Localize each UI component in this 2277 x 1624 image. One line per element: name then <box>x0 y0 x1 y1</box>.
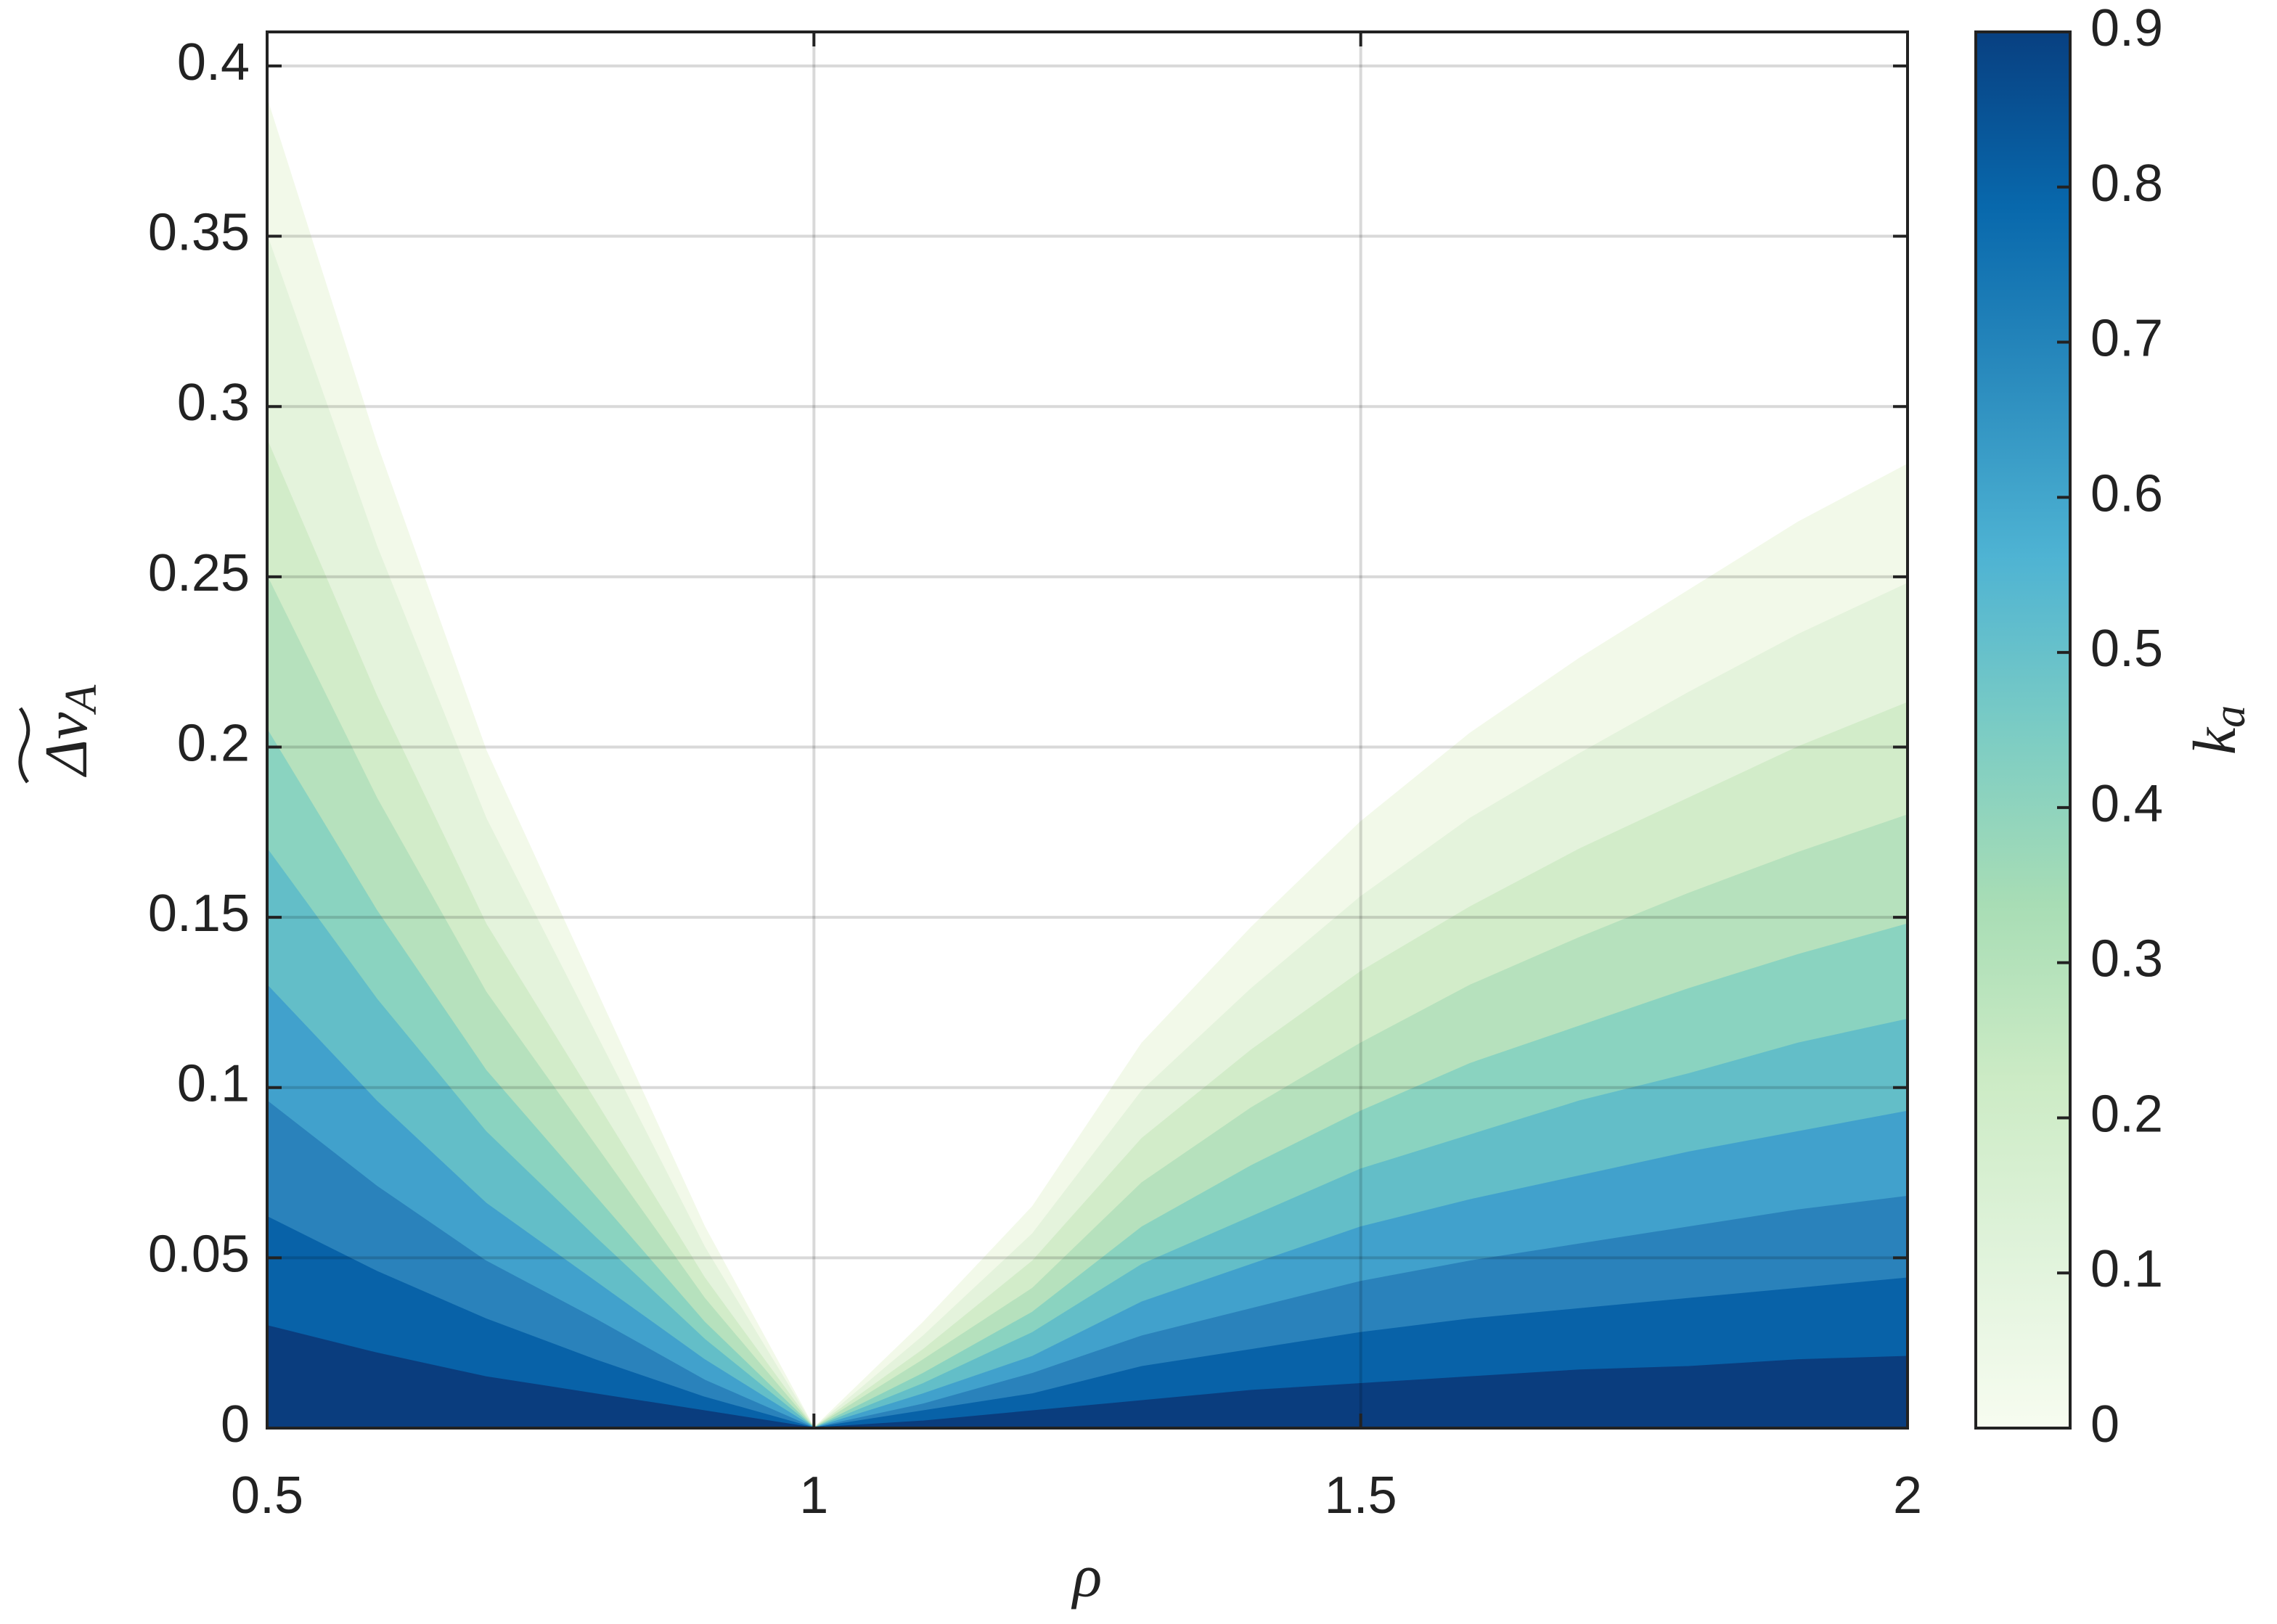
colorbar-tick-label: 0.5 <box>2090 620 2163 678</box>
colorbar <box>1974 30 2072 1430</box>
cb-label-sub: a <box>2205 705 2254 728</box>
y-axis-label-text: ΔvA <box>33 684 106 778</box>
colorbar-tick-label: 0.9 <box>2090 0 2163 57</box>
colorbar-label: ka <box>2181 705 2254 755</box>
y-tick-label: 0.15 <box>148 885 250 943</box>
x-tick-label: 1 <box>799 1467 828 1525</box>
plot-frame <box>266 30 1909 1430</box>
axes: 0 0.05 0.1 0.15 0.2 0.25 0.3 0.35 0.4 0.5 1 1.5 2 0 0.… <box>148 0 2163 1525</box>
colorbar-tick-label: 0.3 <box>2090 930 2163 988</box>
y-tick-label: 0.35 <box>148 204 250 262</box>
y-tick-label: 0.25 <box>148 544 250 602</box>
tilde <box>18 707 30 784</box>
colorbar-tick-label: 0.8 <box>2090 155 2163 213</box>
contour-band <box>267 1325 1908 1428</box>
colorbar-tick-label: 0 <box>2090 1395 2119 1453</box>
y-tick-label: 0 <box>221 1395 250 1453</box>
x-tick-label: 1.5 <box>1325 1467 1397 1525</box>
y-axis-label: ΔvA <box>18 684 106 784</box>
y-tick-label: 0.3 <box>177 374 250 432</box>
x-axis-label: ρ <box>1071 1542 1102 1609</box>
colorbar-label-text: ka <box>2181 705 2254 755</box>
colorbar-tick-label: 0.1 <box>2090 1240 2163 1298</box>
plot-area <box>267 99 1908 1428</box>
y-label-main: Δv <box>33 712 100 777</box>
colorbar-tick-label: 0.4 <box>2090 775 2163 833</box>
x-tick-label: 2 <box>1893 1467 1922 1525</box>
y-tick-label: 0.4 <box>177 33 250 91</box>
colorbar-tick-label: 0.2 <box>2090 1085 2163 1143</box>
colorbar-tick-label: 0.6 <box>2090 464 2163 522</box>
x-tick-label: 0.5 <box>231 1467 303 1525</box>
colorbar-tick-label: 0.7 <box>2090 310 2163 368</box>
y-label-sub: A <box>57 684 106 715</box>
y-tick-label: 0.05 <box>148 1225 250 1283</box>
y-tick-label: 0.1 <box>177 1055 250 1113</box>
cb-label-main: k <box>2181 726 2249 755</box>
y-tick-label: 0.2 <box>177 714 250 772</box>
